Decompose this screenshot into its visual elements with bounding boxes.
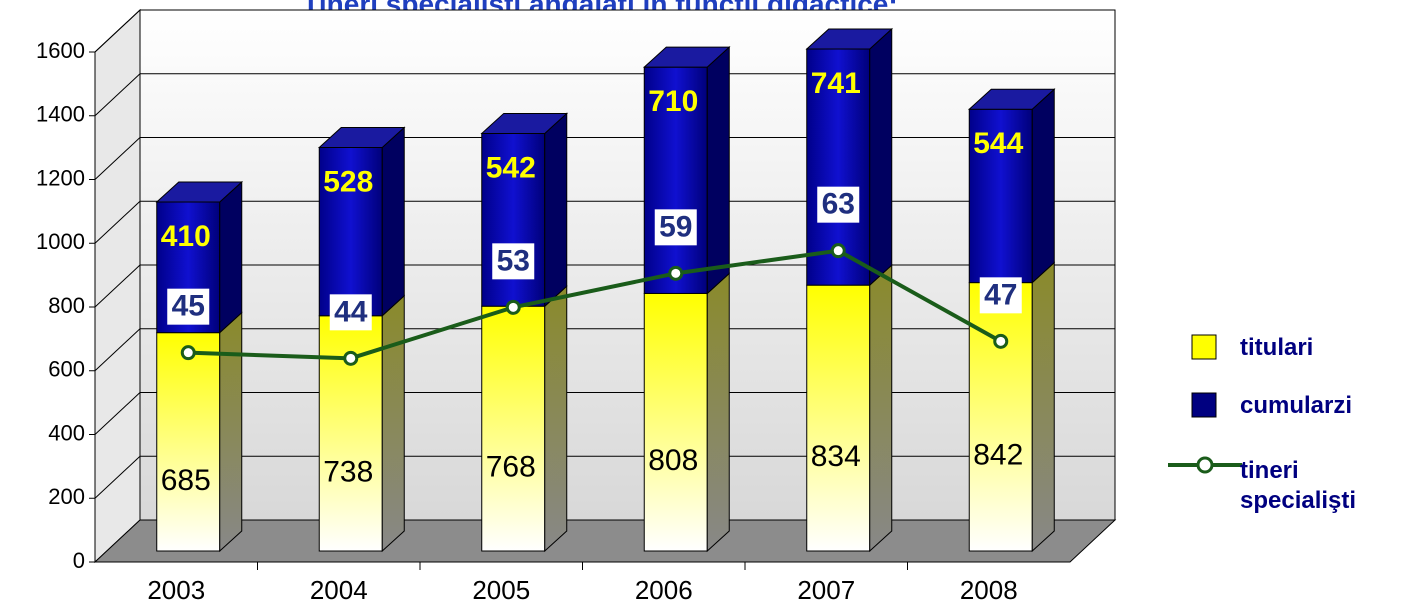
data-label: 53 (497, 244, 530, 277)
line-marker (180, 345, 196, 361)
data-label: 834 (811, 440, 861, 473)
bar-side (1031, 261, 1055, 553)
bar-top (642, 46, 731, 68)
bar-side (381, 294, 405, 553)
data-label: 542 (486, 151, 536, 184)
x-tick-label: 2008 (960, 575, 1018, 605)
bar-side (219, 311, 243, 553)
grid-line (94, 200, 141, 244)
bar-side (869, 27, 893, 287)
bar (481, 305, 546, 552)
data-label-box (492, 243, 535, 280)
data-label: 685 (161, 464, 211, 497)
bar-side (544, 112, 568, 308)
y-tick-label: 1000 (36, 229, 85, 254)
data-label: 59 (659, 210, 692, 243)
y-tick-label: 400 (48, 420, 85, 445)
bar (156, 332, 221, 552)
line-marker (993, 333, 1009, 349)
y-tick-label: 600 (48, 357, 85, 382)
bar (968, 108, 1033, 284)
legend-swatch (1191, 392, 1217, 418)
grid-line (94, 328, 141, 372)
bar-top (967, 88, 1056, 110)
x-tick-label: 2006 (635, 575, 693, 605)
data-label-box (654, 209, 697, 246)
line (188, 248, 1002, 361)
data-label: 738 (323, 455, 373, 488)
legend-swatch (1191, 334, 1217, 360)
grid-line (94, 73, 141, 117)
data-label: 710 (648, 85, 698, 118)
y-tick-label: 0 (73, 548, 85, 573)
bar (806, 284, 871, 552)
bar (643, 292, 708, 552)
grid-line (94, 392, 141, 435)
bar-top (317, 126, 406, 148)
line-marker (830, 243, 846, 259)
grid-line (94, 455, 141, 499)
data-label: 544 (973, 127, 1023, 160)
data-label: 44 (334, 295, 368, 328)
bar-side (869, 264, 893, 553)
bar-side (706, 272, 730, 553)
data-label-box (329, 294, 372, 331)
data-label: 741 (811, 67, 861, 100)
bar-side (1031, 88, 1055, 284)
y-tick-label: 800 (48, 293, 85, 318)
bar-top (155, 181, 244, 203)
bar (968, 282, 1033, 552)
legend-label: tineri specialişti (1240, 457, 1357, 514)
line-marker (668, 265, 684, 281)
bar-side (381, 126, 405, 317)
grid-line (94, 9, 141, 53)
bar-side (219, 180, 243, 334)
y-tick-label: 1200 (36, 165, 85, 190)
data-label: 63 (822, 188, 855, 221)
y-tick-label: 1600 (36, 38, 85, 63)
legend-label: cumularzi (1240, 392, 1353, 419)
y-tick-label: 1400 (36, 102, 85, 127)
data-label: 842 (973, 439, 1023, 472)
x-tick-label: 2005 (472, 575, 530, 605)
legend-swatch (1168, 456, 1242, 474)
grid-line (94, 137, 141, 180)
data-label: 410 (161, 220, 211, 253)
x-tick-label: 2004 (310, 575, 368, 605)
x-tick-label: 2003 (147, 575, 205, 605)
grid-line (94, 264, 141, 308)
bar-side (706, 46, 730, 295)
bar (643, 66, 708, 294)
data-label-box (817, 186, 860, 223)
legend-marker (1196, 456, 1214, 474)
bar-top (805, 28, 894, 50)
data-label: 45 (172, 290, 205, 323)
x-tick-label: 2007 (797, 575, 855, 605)
bar-top (480, 112, 569, 134)
line-marker (505, 299, 521, 315)
data-label: 808 (648, 444, 698, 477)
y-tick-label: 200 (48, 484, 85, 509)
data-label: 47 (984, 278, 1017, 311)
line-marker (343, 350, 359, 366)
legend-label: titulari (1240, 334, 1314, 361)
data-label: 768 (486, 451, 536, 484)
data-label-box (979, 277, 1022, 314)
floor (93, 519, 1117, 563)
data-label-box (167, 288, 210, 325)
bar-side (544, 285, 568, 553)
data-label: 528 (323, 165, 373, 198)
